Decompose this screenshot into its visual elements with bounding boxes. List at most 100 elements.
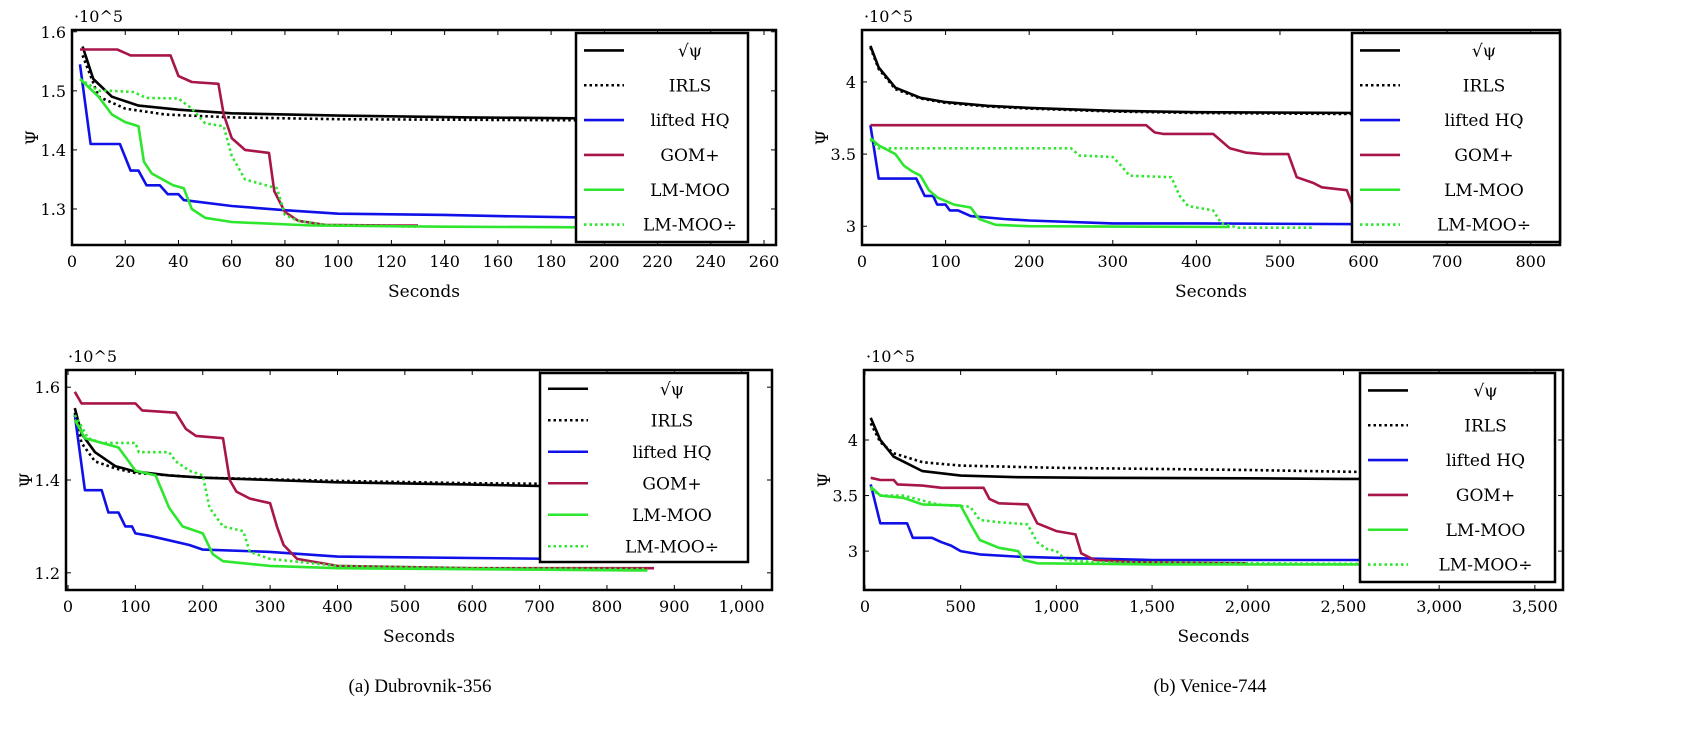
y-tick-label: 1.6 (35, 378, 60, 397)
legend-label-irls: IRLS (669, 76, 711, 96)
y-tick-label: 3.5 (831, 145, 856, 164)
y-tick-label: 3.5 (833, 487, 858, 506)
y-tick-label: 3 (846, 217, 856, 236)
x-tick-label: 600 (1348, 252, 1379, 271)
legend-label-lifted: lifted HQ (632, 443, 711, 463)
legend-label-sqrt: √ψ (1473, 381, 1497, 401)
series-line-gom (870, 123, 1365, 223)
x-tick-label: 100 (323, 252, 354, 271)
series-line-lmmoo (73, 419, 648, 572)
y-axis-label: Ψ (813, 130, 833, 145)
y-axis-label: Ψ (23, 130, 43, 145)
series-line-lmmoo (79, 78, 711, 230)
plot-frame (862, 368, 1565, 592)
y-tick-label: 3 (848, 542, 858, 561)
legend-box (538, 371, 750, 564)
legend-label-sqrt: √ψ (1472, 41, 1496, 61)
x-tick-label: 1,000 (1033, 597, 1079, 616)
series-line-irls (869, 422, 1440, 475)
x-tick-label: 100 (120, 597, 151, 616)
x-tick-label: 200 (589, 252, 620, 271)
series-line-lmmoo (869, 485, 1420, 566)
x-tick-label: 3,000 (1416, 597, 1462, 616)
x-tick-label: 3,500 (1512, 597, 1558, 616)
legend-label-sqrt: √ψ (678, 41, 702, 61)
legend: √ψ IRLS lifted HQ GOM+ LM-MOO LM-MOO÷ (1350, 31, 1562, 244)
x-tick-label: 160 (483, 252, 514, 271)
legend-label-lmmoo: LM-MOO (1446, 521, 1526, 541)
series-line-gom (80, 48, 418, 227)
x-tick-label: 400 (322, 597, 353, 616)
x-tick-label: 220 (642, 252, 673, 271)
x-tick-label: 0 (63, 597, 73, 616)
legend-label-lmmoo: LM-MOO (1444, 181, 1524, 201)
x-tick-label: 600 (457, 597, 488, 616)
x-tick-label: 0 (67, 252, 77, 271)
legend-label-sqrt: √ψ (660, 380, 684, 400)
legend-label-lmmood: LM-MOO÷ (1437, 216, 1531, 236)
y-tick-label: 1.3 (41, 200, 66, 219)
series-line-lifted (869, 484, 1440, 562)
y-scale-label: ·10^5 (68, 347, 117, 366)
x-tick-label: 900 (659, 597, 690, 616)
x-tick-label: 80 (275, 252, 295, 271)
x-tick-label: 40 (168, 252, 188, 271)
y-scale-label: ·10^5 (864, 7, 913, 26)
x-tick-label: 260 (749, 252, 780, 271)
x-tick-label: 100 (930, 252, 961, 271)
x-tick-label: 2,500 (1321, 597, 1367, 616)
legend-label-lifted: lifted HQ (650, 111, 729, 131)
series-line-lifted (869, 125, 1498, 227)
series-line-lmmood (79, 77, 419, 228)
legend-label-lmmoo: LM-MOO (632, 506, 712, 526)
chart-panel-1: 0 100 200 300 400 500 600 700 800 3 3.5 4 Seconds Ψ ·1… (813, 7, 1562, 302)
y-tick-label: 1.5 (41, 82, 66, 101)
y-tick-label: 1.6 (41, 23, 66, 42)
x-tick-label: 0 (857, 252, 867, 271)
legend-box (1350, 31, 1562, 244)
legend-label-lifted: lifted HQ (1444, 111, 1523, 131)
x-tick-label: 200 (1014, 252, 1045, 271)
series-line-lifted (78, 64, 711, 220)
y-tick-label: 1.4 (41, 141, 66, 160)
legend-label-gom: GOM+ (1456, 486, 1515, 506)
y-axis-label: Ψ (17, 472, 37, 487)
y-tick-label: 1.4 (35, 471, 60, 490)
y-tick-label: 4 (846, 73, 856, 92)
series-line-lmmoo (869, 137, 1230, 229)
legend: √ψ IRLS lifted HQ GOM+ LM-MOO LM-MOO÷ (574, 31, 750, 244)
y-scale-label: ·10^5 (866, 347, 915, 366)
legend-label-irls: IRLS (1464, 416, 1506, 436)
legend-label-lmmood: LM-MOO÷ (625, 537, 719, 557)
legend-label-gom: GOM+ (642, 474, 701, 494)
legend-box (1358, 371, 1557, 584)
x-tick-label: 400 (1181, 252, 1212, 271)
x-tick-label: 240 (696, 252, 727, 271)
series-line-gom (870, 476, 1248, 565)
x-tick-label: 1,000 (719, 597, 765, 616)
legend-box (574, 31, 750, 244)
legend-label-gom: GOM+ (660, 146, 719, 166)
legend: √ψ IRLS lifted HQ GOM+ LM-MOO LM-MOO÷ (1358, 371, 1557, 584)
chart-panel-2: 0 100 200 300 400 500 600 700 800 900 1,000 1.2 1.4 1… (17, 347, 774, 647)
x-axis-label: Seconds (383, 627, 455, 647)
legend: √ψ IRLS lifted HQ GOM+ LM-MOO LM-MOO÷ (538, 371, 750, 564)
x-axis-label: Seconds (388, 282, 460, 302)
x-tick-label: 180 (536, 252, 567, 271)
series-line-sqrt (81, 46, 711, 121)
x-tick-label: 700 (524, 597, 555, 616)
x-tick-label: 0 (860, 597, 870, 616)
x-tick-label: 800 (592, 597, 623, 616)
x-tick-label: 200 (187, 597, 218, 616)
legend-label-irls: IRLS (651, 411, 693, 431)
plot-frame (70, 28, 778, 247)
chart-panel-0: 0 20 40 60 80 100 120 140 160 180 200 220 240 260 1.3 1… (23, 7, 779, 302)
legend-label-lmmoo: LM-MOO (650, 181, 730, 201)
y-scale-label: ·10^5 (74, 7, 123, 26)
x-tick-label: 120 (376, 252, 407, 271)
x-tick-label: 500 (1265, 252, 1296, 271)
x-axis-label: Seconds (1175, 282, 1247, 302)
y-tick-label: 4 (848, 431, 858, 450)
x-tick-label: 500 (390, 597, 421, 616)
